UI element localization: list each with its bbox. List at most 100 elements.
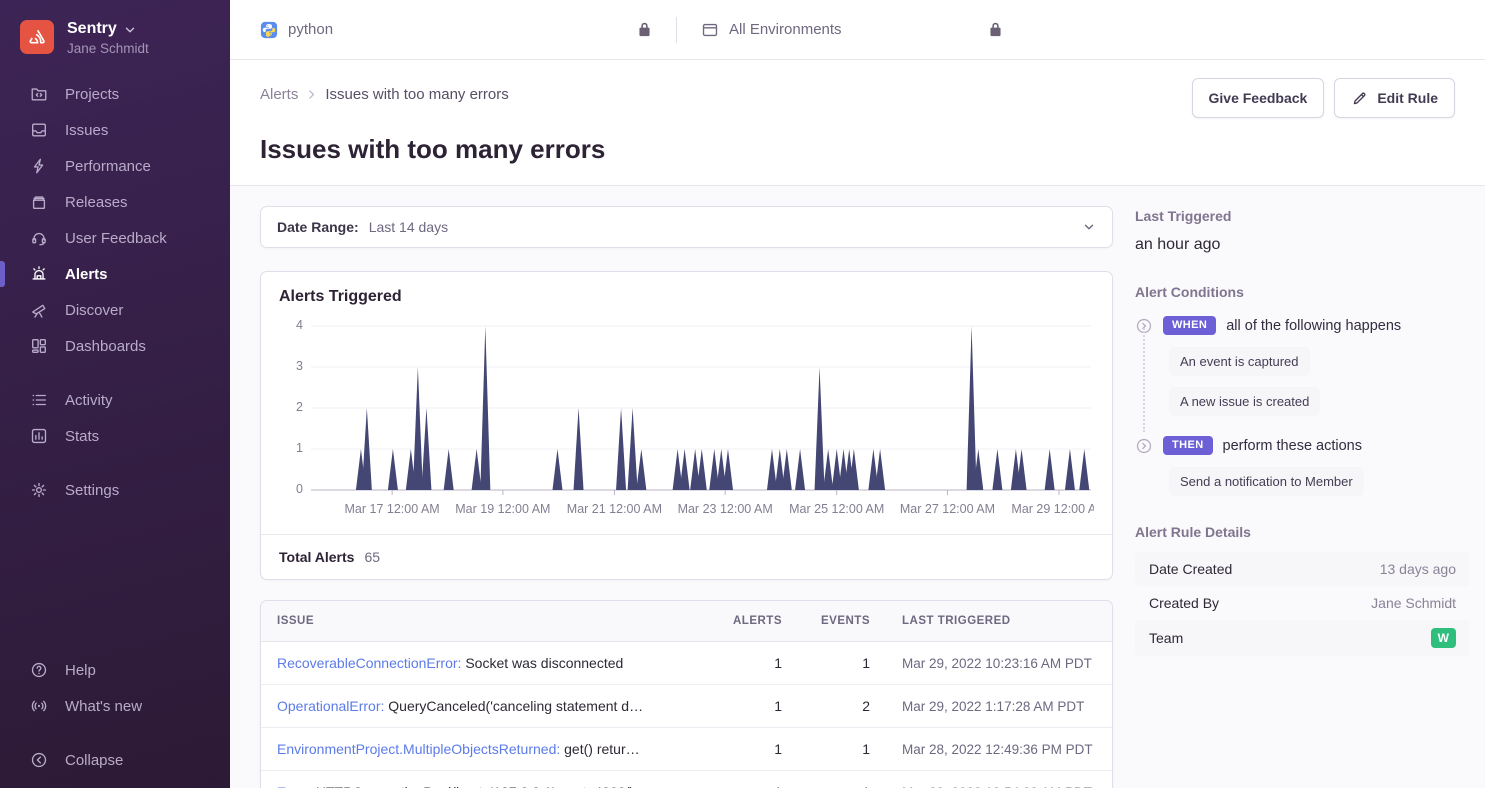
y-axis-label: 2	[296, 400, 303, 414]
releases-icon	[30, 193, 49, 212]
events-count: 2	[862, 698, 870, 714]
sidebar-item-label: Activity	[65, 391, 113, 409]
org-switcher[interactable]: Sentry Jane Schmidt	[0, 16, 230, 76]
issue-description: QueryCanceled('canceling statement d…	[384, 698, 644, 714]
sidebar-item-activity[interactable]: Activity	[0, 382, 230, 418]
column-header-events[interactable]: EVENTS	[820, 615, 870, 627]
sidebar-item-help[interactable]: Help	[0, 652, 230, 688]
chart-spike	[480, 326, 491, 490]
sidebar-item-collapse[interactable]: Collapse	[0, 742, 230, 778]
sidebar-item-performance[interactable]: Performance	[0, 148, 230, 184]
table-row[interactable]: EnvironmentProject.MultipleObjectsReturn…	[261, 728, 1112, 771]
sidebar-item-settings[interactable]: Settings	[0, 472, 230, 508]
chart-spike	[966, 326, 977, 490]
x-axis-label: Mar 29 12:00 AM	[1011, 502, 1094, 516]
whats-new-icon	[30, 697, 49, 716]
give-feedback-button[interactable]: Give Feedback	[1191, 78, 1325, 118]
last-triggered-timestamp: Mar 29, 2022 1:17:28 AM PDT	[902, 698, 1085, 714]
chart-spike	[814, 367, 825, 490]
sidebar-item-label: Releases	[65, 193, 128, 211]
issue-link[interactable]: EnvironmentProject.MultipleObjectsReturn…	[277, 741, 561, 757]
sidebar-item-label: Collapse	[65, 751, 124, 769]
issues-table: ISSUE ALERTS EVENTS LAST TRIGGERED Recov…	[260, 600, 1113, 788]
sidebar-item-label: Dashboards	[65, 337, 146, 355]
project-selector[interactable]: python	[260, 21, 333, 39]
issue-link[interactable]: RecoverableConnectionError:	[277, 655, 462, 671]
when-text: all of the following happens	[1226, 317, 1402, 334]
content: Date Range: Last 14 days Alerts Triggere…	[230, 186, 1485, 788]
alerts-icon	[30, 265, 49, 284]
chart-spike	[1016, 449, 1027, 490]
sidebar-item-projects[interactable]: Projects	[0, 76, 230, 112]
column-header-issue[interactable]: ISSUE	[277, 615, 315, 627]
activity-icon	[30, 391, 49, 410]
x-axis-label: Mar 21 12:00 AM	[566, 502, 663, 516]
page-title: Issues with too many errors	[260, 134, 606, 164]
chart-spike	[831, 449, 842, 490]
topbar: python All Environments	[230, 0, 1485, 60]
chart-spike	[636, 449, 647, 490]
last-triggered-timestamp: Mar 29, 2022 10:23:16 AM PDT	[902, 655, 1092, 671]
issue-link[interactable]: OperationalError:	[277, 698, 385, 714]
dashboards-icon	[30, 337, 49, 356]
chart-spike	[361, 408, 372, 490]
breadcrumb-alerts-link[interactable]: Alerts	[260, 86, 299, 103]
table-row[interactable]: OperationalError: QueryCanceled('canceli…	[261, 685, 1112, 728]
date-range-value: Last 14 days	[368, 219, 449, 235]
main-area: python All Environments Alerts Issues wi…	[230, 0, 1485, 788]
sidebar-item-label: Issues	[65, 121, 109, 139]
y-axis-label: 3	[296, 359, 303, 373]
column-header-last-triggered[interactable]: LAST TRIGGERED	[902, 615, 1011, 627]
table-row[interactable]: Error: HTTPConnectionPool(host='127.0.0.…	[261, 771, 1112, 788]
pencil-icon	[1351, 89, 1369, 107]
detail-label: Created By	[1149, 595, 1220, 611]
sidebar-item-alerts[interactable]: Alerts	[0, 256, 230, 292]
chart-spike	[616, 408, 627, 490]
then-badge: THEN	[1163, 436, 1213, 455]
environment-selector[interactable]: All Environments	[701, 21, 842, 39]
environment-lock-icon[interactable]	[988, 21, 1003, 38]
sidebar-item-stats[interactable]: Stats	[0, 418, 230, 454]
last-triggered-timestamp: Mar 28, 2022 12:49:36 PM PDT	[902, 741, 1093, 757]
breadcrumb-chevron-icon	[305, 88, 318, 101]
chart-spike	[709, 449, 720, 490]
org-identity: Sentry Jane Schmidt	[67, 20, 149, 56]
sidebar-item-label: Discover	[65, 301, 124, 319]
then-actions-list: Send a notification to Member	[1169, 467, 1470, 496]
table-row[interactable]: RecoverableConnectionError: Socket was d…	[261, 642, 1112, 685]
sidebar-nav: Projects Issues Performance Releases User Fe…	[0, 76, 230, 508]
date-range-select[interactable]: Date Range: Last 14 days	[260, 206, 1113, 248]
sidebar-item-label: User Feedback	[65, 229, 167, 247]
x-axis-label: Mar 19 12:00 AM	[455, 502, 551, 516]
performance-icon	[30, 157, 49, 176]
chart-spike	[471, 449, 482, 490]
sidebar-item-issues[interactable]: Issues	[0, 112, 230, 148]
column-header-alerts[interactable]: ALERTS	[733, 615, 782, 627]
sidebar-item-label: Projects	[65, 85, 120, 103]
collapse-icon	[30, 751, 49, 770]
user-feedback-icon	[30, 229, 49, 248]
chevron-right-circle-icon	[1135, 437, 1153, 455]
chart-spike	[627, 408, 638, 490]
chart-spike	[421, 408, 432, 490]
sidebar-item-discover[interactable]: Discover	[0, 292, 230, 328]
help-icon	[30, 661, 49, 680]
sidebar-item-label: Alerts	[65, 265, 108, 283]
chart-spike	[1064, 449, 1075, 490]
sidebar-item-what-s-new[interactable]: What's new	[0, 688, 230, 724]
y-axis-label: 0	[296, 482, 303, 496]
team-badge: W	[1430, 628, 1456, 648]
detail-value: Jane Schmidt	[1371, 595, 1456, 611]
alerts-count: 1	[774, 741, 782, 757]
sidebar-item-releases[interactable]: Releases	[0, 184, 230, 220]
events-count: 1	[862, 741, 870, 757]
issue-link[interactable]: Error:	[277, 784, 312, 788]
edit-rule-button[interactable]: Edit Rule	[1334, 78, 1455, 118]
chart-spike	[722, 449, 733, 490]
sidebar-item-dashboards[interactable]: Dashboards	[0, 328, 230, 364]
chart-spike	[1044, 449, 1055, 490]
sidebar-item-user-feedback[interactable]: User Feedback	[0, 220, 230, 256]
alerts-chart-panel: Alerts Triggered 0 1 2 3 4 Mar 17 12:00 AM Mar…	[260, 271, 1113, 580]
project-lock-icon[interactable]	[637, 21, 652, 38]
